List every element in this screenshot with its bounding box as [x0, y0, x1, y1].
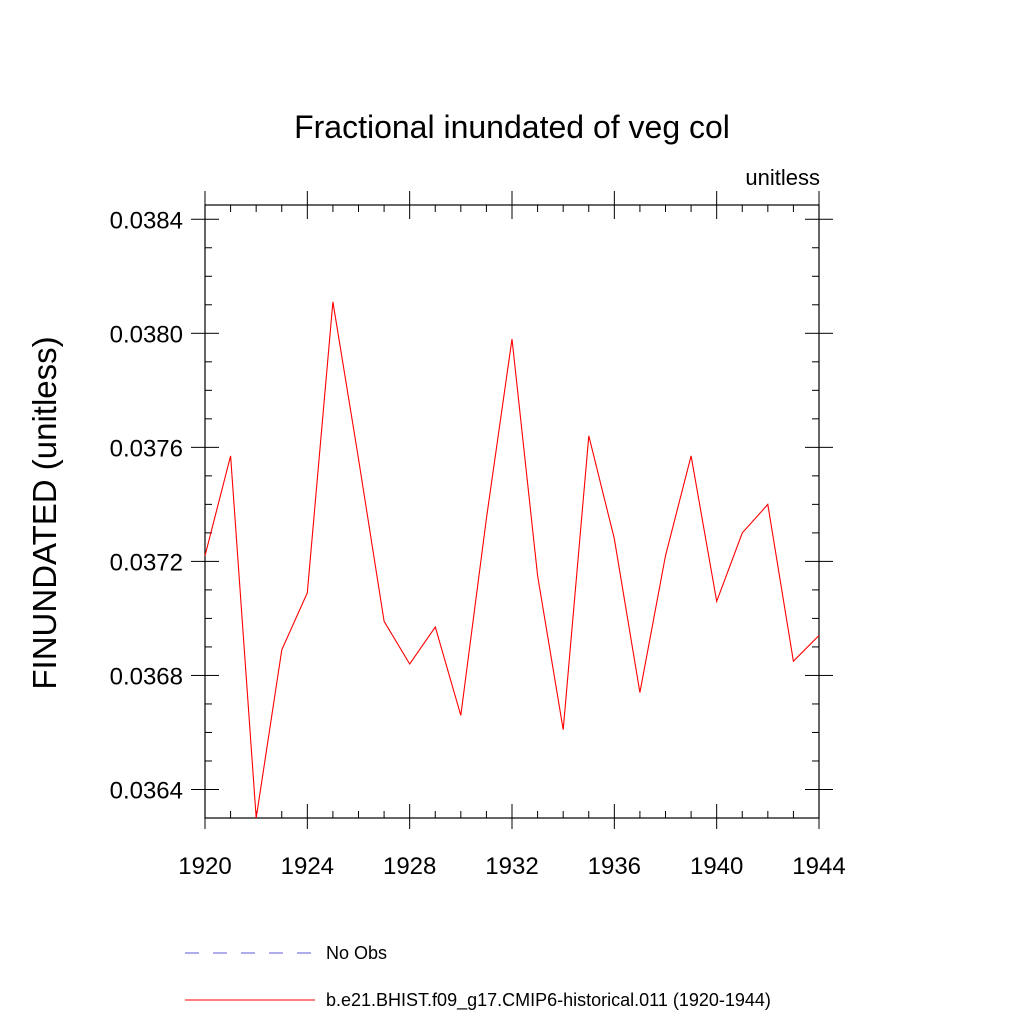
x-tick-label: 1924: [281, 853, 334, 880]
legend: No Obs b.e21.BHIST.f09_g17.CMIP6-historic…: [185, 943, 771, 1011]
y-tick-label: 0.0368: [110, 663, 183, 690]
plot-frame: [204, 204, 820, 819]
chart-title: Fractional inundated of veg col: [294, 109, 730, 145]
y-tick-label: 0.0380: [110, 321, 183, 348]
y-tick-label: 0.0364: [110, 777, 183, 804]
units-label: unitless: [745, 165, 820, 190]
legend-label: No Obs: [326, 943, 387, 963]
x-tick-label: 1936: [588, 853, 641, 880]
y-tick-labels: 0.0364 0.0368 0.0372 0.0376 0.0380 0.0384: [110, 207, 183, 804]
legend-label: b.e21.BHIST.f09_g17.CMIP6-historical.011…: [326, 990, 771, 1011]
y-tick-label: 0.0376: [110, 435, 183, 462]
y-axis-label: FINUNDATED (unitless): [26, 336, 63, 689]
x-tick-label: 1928: [383, 853, 436, 880]
axis-ticks: [191, 191, 833, 829]
x-tick-label: 1944: [792, 853, 845, 880]
series-lines: [204, 301, 820, 819]
x-tick-label: 1920: [178, 853, 231, 880]
x-tick-labels: 1920 1924 1928 1932 1936 1940 1944: [178, 853, 845, 880]
y-tick-label: 0.0384: [110, 207, 183, 234]
x-tick-label: 1940: [690, 853, 743, 880]
x-tick-label: 1932: [485, 853, 538, 880]
series-line: [204, 301, 820, 819]
y-tick-label: 0.0372: [110, 549, 183, 576]
